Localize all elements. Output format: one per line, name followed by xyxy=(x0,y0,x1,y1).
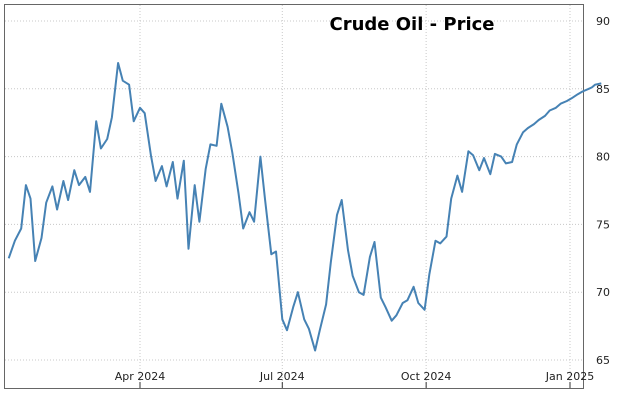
y-tick-label: 90 xyxy=(596,15,610,28)
series-layer xyxy=(7,62,602,352)
plot-frame xyxy=(4,4,584,389)
price-line xyxy=(7,62,602,352)
chart-title: Crude Oil - Price xyxy=(329,14,494,35)
y-tick-label: 75 xyxy=(596,218,610,231)
x-axis: Apr 2024 Jul 2024 Oct 2024 Jan 2025 xyxy=(115,370,594,388)
x-tick-label: Jul 2024 xyxy=(259,370,305,383)
y-tick-label: 70 xyxy=(596,286,610,299)
x-tick-label: Jan 2025 xyxy=(545,370,594,383)
y-tick-label: 85 xyxy=(596,83,610,96)
y-tick-label: 80 xyxy=(596,151,610,164)
x-tick-label: Apr 2024 xyxy=(115,370,166,383)
gridlines xyxy=(5,5,583,388)
y-tick-label: 65 xyxy=(596,354,610,367)
y-axis: 65 70 75 80 85 90 xyxy=(596,15,610,367)
x-tick-label: Oct 2024 xyxy=(401,370,452,383)
